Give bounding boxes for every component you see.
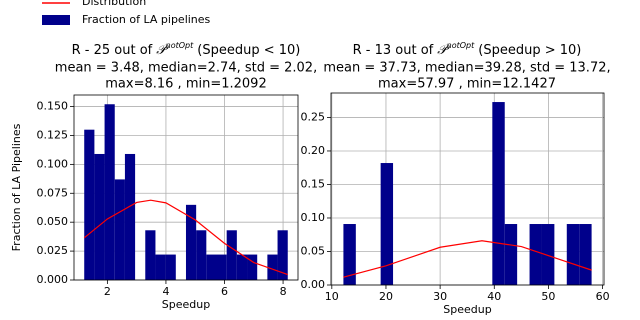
x-tick-label: 30 — [433, 290, 447, 303]
y-tick-label: 0.150 — [37, 100, 69, 113]
y-tick-label: 0.15 — [301, 177, 326, 190]
x-tick-label: 4 — [162, 285, 169, 298]
x-tick-label: 6 — [221, 285, 228, 298]
y-tick-label: 0.075 — [37, 186, 69, 199]
bar — [216, 254, 227, 280]
bar — [104, 104, 115, 280]
bar — [566, 224, 580, 285]
bar — [529, 224, 542, 285]
y-tick-label: 0.00 — [301, 278, 326, 291]
chart-subtitle: max=8.16 , min=1.2092 — [105, 77, 266, 92]
x-tick-label: 60 — [596, 290, 610, 303]
title-text: R - 13 out of — [353, 43, 434, 58]
legend-label: Distribution — [82, 0, 146, 8]
title-text: R - 25 out of — [72, 43, 153, 58]
bar — [114, 179, 125, 280]
y-axis-label: Fraction of LA Pipelines — [10, 123, 23, 251]
x-tick-label: 10 — [325, 290, 339, 303]
bar — [155, 254, 166, 280]
bar — [226, 230, 237, 280]
bar — [579, 224, 592, 285]
y-tick-label: 0.000 — [37, 273, 69, 286]
distribution-line — [343, 240, 592, 278]
bar — [94, 153, 105, 280]
bar — [504, 224, 518, 285]
legend-label: Fraction of LA pipelines — [82, 13, 211, 26]
x-tick-label: 50 — [541, 290, 555, 303]
bar — [267, 254, 278, 280]
bar — [124, 153, 136, 280]
y-tick-label: 0.10 — [301, 211, 326, 224]
title-text: (Speedup < 10) — [197, 43, 300, 58]
distribution-line — [83, 199, 288, 276]
bar — [145, 230, 156, 280]
title-text: (Speedup > 10) — [478, 43, 581, 58]
chart-subtitle: mean = 3.48, median=2.74, std = 2.02, — [55, 61, 317, 76]
bar — [492, 102, 505, 285]
bar — [165, 254, 176, 280]
y-tick-label: 0.100 — [37, 157, 69, 170]
y-tick-label: 0.025 — [37, 244, 69, 257]
title-superscript: notOpt — [447, 41, 475, 50]
x-tick-label: 40 — [487, 290, 501, 303]
chart-title: R - 13 out of 𝒫notOpt (Speedup > 10) — [353, 41, 582, 58]
bar — [196, 230, 207, 280]
x-tick-label: 8 — [280, 285, 287, 298]
chart-subtitle: max=57.97 , min=12.1427 — [378, 77, 556, 92]
bar — [541, 224, 555, 285]
x-tick-label: 20 — [379, 290, 393, 303]
axes-frame — [330, 92, 605, 286]
y-tick-label: 0.05 — [301, 244, 326, 257]
bar — [185, 204, 197, 280]
chart-title: R - 25 out of 𝒫notOpt (Speedup < 10) — [72, 41, 301, 58]
x-axis-label: Speedup — [443, 303, 491, 316]
x-tick-label: 2 — [104, 285, 111, 298]
y-tick-label: 0.125 — [37, 128, 69, 141]
bar — [84, 129, 95, 280]
x-axis-label: Speedup — [162, 298, 210, 311]
y-tick-label: 0.050 — [37, 215, 69, 228]
bar — [343, 224, 356, 285]
title-superscript: notOpt — [166, 41, 194, 50]
bar — [247, 254, 258, 280]
bar — [277, 230, 288, 280]
bar — [380, 163, 394, 285]
bar — [206, 254, 217, 280]
legend-patch — [42, 15, 70, 25]
chart-subtitle: mean = 37.73, median=39.28, std = 13.72, — [323, 61, 610, 76]
y-tick-label: 0.20 — [301, 144, 326, 157]
axes-frame — [73, 94, 299, 281]
y-tick-label: 0.25 — [301, 110, 326, 123]
bar — [236, 254, 248, 280]
